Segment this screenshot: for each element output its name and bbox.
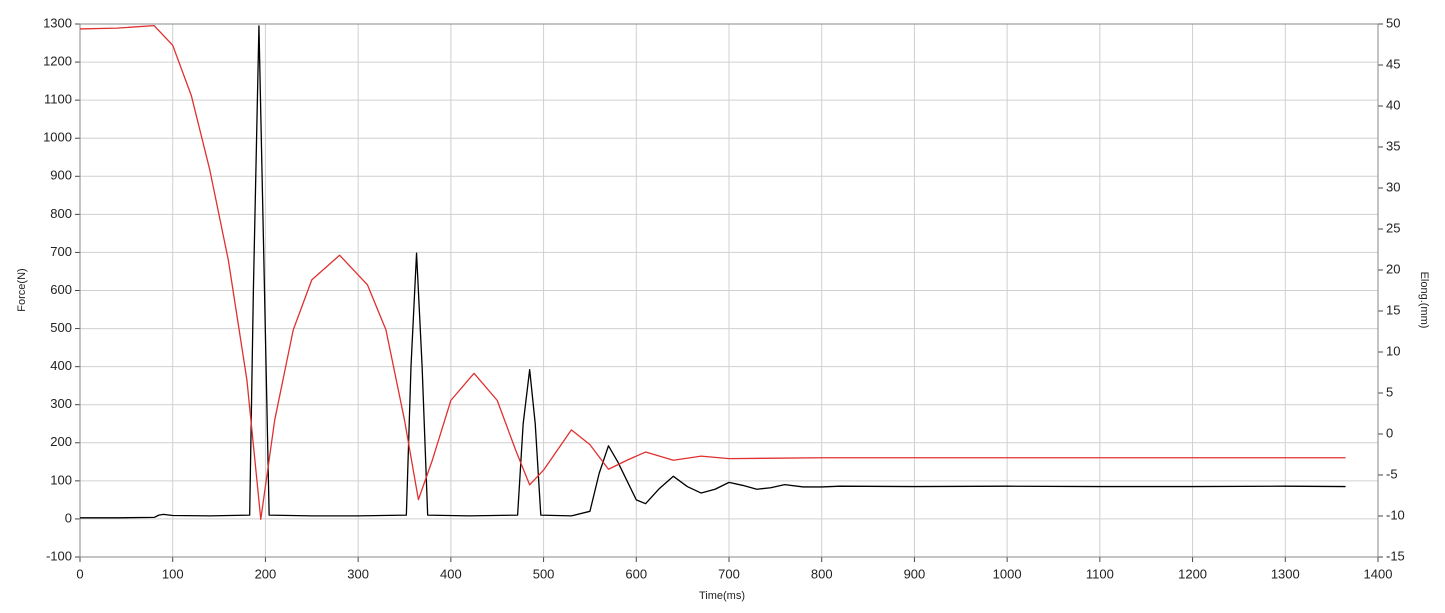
data-line bbox=[80, 25, 1346, 519]
x-tick-label: 900 bbox=[904, 566, 926, 581]
x-tick-label: 1300 bbox=[1271, 566, 1300, 581]
y2-tick-label: 20 bbox=[1386, 261, 1400, 276]
y2-tick-label: -15 bbox=[1386, 548, 1405, 563]
x-tick-label: 1000 bbox=[993, 566, 1022, 581]
x-tick-label: 1200 bbox=[1178, 566, 1207, 581]
x-tick-label: 0 bbox=[76, 566, 83, 581]
y-tick-label: 200 bbox=[50, 434, 72, 449]
y-tick-label: 1200 bbox=[43, 54, 72, 69]
y2-tick-label: 25 bbox=[1386, 220, 1400, 235]
y-tick-label: -100 bbox=[46, 548, 72, 563]
y2-tick-label: 10 bbox=[1386, 343, 1400, 358]
y2-tick-label: 0 bbox=[1386, 425, 1393, 440]
y-tick-label: 100 bbox=[50, 472, 72, 487]
y-tick-label: 500 bbox=[50, 320, 72, 335]
x-tick-label: 400 bbox=[440, 566, 462, 581]
y2-tick-label: 5 bbox=[1386, 384, 1393, 399]
y2-tick-label: 30 bbox=[1386, 179, 1400, 194]
y-tick-label: 1000 bbox=[43, 130, 72, 145]
y-tick-label: 1300 bbox=[43, 15, 72, 30]
x-tick-label: 1100 bbox=[1086, 566, 1114, 581]
x-tick-label: 200 bbox=[255, 566, 277, 581]
x-tick-label: 1400 bbox=[1364, 566, 1393, 581]
x-tick-label: 100 bbox=[162, 566, 184, 581]
y-tick-label: 900 bbox=[50, 168, 72, 183]
y-tick-label: 400 bbox=[50, 358, 72, 373]
x-tick-label: 300 bbox=[347, 566, 369, 581]
y-axis-title: Force(N) bbox=[16, 268, 28, 311]
y-tick-label: 700 bbox=[50, 244, 72, 259]
y2-axis-title: Elong.(mm) bbox=[1418, 272, 1430, 329]
x-tick-label: 800 bbox=[811, 566, 833, 581]
x-tick-label: 500 bbox=[533, 566, 555, 581]
y2-tick-label: 45 bbox=[1386, 56, 1400, 71]
x-tick-label: 600 bbox=[625, 566, 647, 581]
y-tick-label: 600 bbox=[50, 282, 72, 297]
y2-tick-label: 50 bbox=[1386, 15, 1400, 30]
x-tick-label: 700 bbox=[718, 566, 740, 581]
plot-frame bbox=[79, 23, 1379, 558]
y-tick-label: 800 bbox=[50, 206, 72, 221]
y2-tick-label: -10 bbox=[1386, 507, 1405, 522]
y-tick-label: 0 bbox=[65, 510, 72, 525]
y2-tick-label: 35 bbox=[1386, 138, 1400, 153]
y-tick-label: 300 bbox=[50, 396, 72, 411]
y-tick-label: 1100 bbox=[44, 92, 72, 107]
data-line bbox=[79, 24, 1346, 520]
x-axis-title: Time(ms) bbox=[699, 590, 745, 602]
y2-tick-label: 15 bbox=[1386, 302, 1400, 317]
y2-tick-label: 40 bbox=[1386, 97, 1400, 112]
y2-tick-label: -5 bbox=[1386, 466, 1398, 481]
